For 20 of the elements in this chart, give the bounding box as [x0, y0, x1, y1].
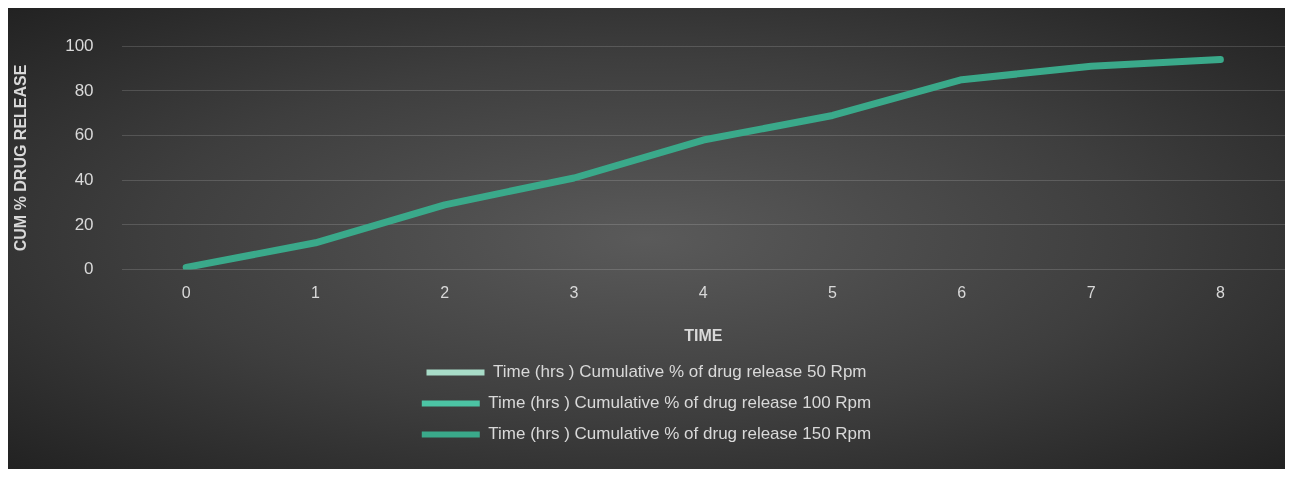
y-tick-label: 80 — [74, 80, 94, 100]
y-tick-label: 20 — [74, 214, 94, 234]
y-tick-label: 40 — [74, 169, 94, 189]
y-tick-label: 60 — [74, 125, 94, 145]
x-tick-label: 7 — [1086, 283, 1096, 301]
x-tick-label: 1 — [311, 283, 321, 301]
legend-label: Time (hrs ) Cumulative % of drug release 150 Rpm — [488, 424, 872, 444]
x-tick-label: 2 — [440, 283, 450, 301]
x-tick-label: 8 — [1215, 283, 1225, 301]
y-axis-title: CUM % DRUG RELEASE — [12, 64, 30, 252]
x-tick-label: 4 — [698, 283, 708, 301]
x-tick-label: 0 — [181, 283, 191, 301]
y-tick-label: 0 — [84, 259, 94, 279]
legend-label: Time (hrs ) Cumulative % of drug release 50 Rpm — [493, 362, 867, 382]
x-tick-label: 5 — [828, 283, 838, 301]
x-tick-label: 6 — [957, 283, 967, 301]
x-tick-label: 3 — [569, 283, 579, 301]
x-axis-title: TIME — [684, 326, 723, 344]
y-tick-label: 100 — [65, 35, 94, 55]
legend-label: Time (hrs ) Cumulative % of drug release 100 Rpm — [488, 393, 872, 413]
